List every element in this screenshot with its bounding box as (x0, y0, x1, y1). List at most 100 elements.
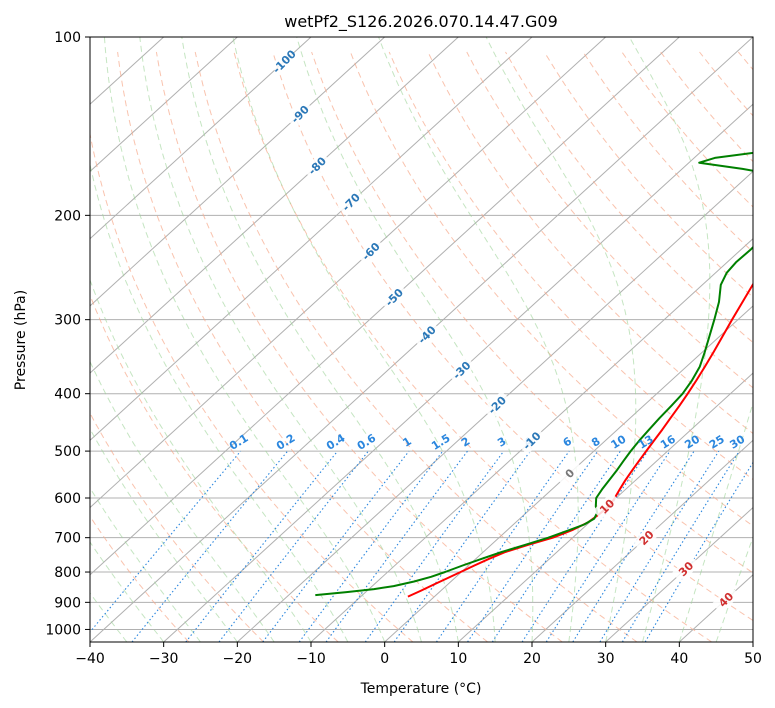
x-tick-label: −20 (223, 651, 253, 667)
plot-frame (89, 36, 754, 643)
y-tick-label: 500 (54, 444, 81, 460)
y-tick-label: 1000 (45, 622, 81, 638)
x-tick-label: 20 (523, 651, 541, 667)
dry-adiabat-line (90, 131, 414, 642)
isotherm-line (163, 103, 753, 642)
moist-adiabat-line (90, 360, 275, 642)
dry-adiabat-line (233, 51, 712, 642)
mixing-ratio-line (364, 450, 505, 642)
x-tick-label: 0 (380, 651, 389, 667)
isotherm-label-background (269, 47, 299, 76)
dry-adiabat-line (272, 51, 753, 622)
moist-adiabat-line (90, 427, 238, 642)
mixing-ratio-line (545, 450, 671, 642)
moist-adiabat-line (485, 37, 637, 642)
x-tick-label: 50 (744, 651, 762, 667)
isotherm-label-background (412, 320, 441, 349)
isotherm-label-background (482, 390, 512, 420)
dry-adiabat-line (117, 51, 488, 642)
isotherm-label-background (555, 459, 584, 488)
dry-adiabat-line (155, 51, 563, 642)
isotherm-label-background (285, 100, 315, 129)
dry-adiabat-line (388, 51, 753, 481)
isotherm-label-background (447, 355, 476, 385)
y-tick-label: 700 (54, 531, 81, 547)
mixing-ratio-line (393, 450, 531, 642)
y-tick-label: 900 (54, 595, 81, 611)
isotherm-line (605, 506, 753, 642)
y-axis-label: Pressure (hPa) (13, 290, 29, 390)
mixing-ratio-line (298, 450, 444, 642)
moist-adiabat-line (139, 37, 422, 642)
dry-adiabat-line (311, 51, 753, 574)
mixing-ratio-line (467, 450, 599, 642)
isotherm-line (90, 37, 680, 576)
isotherm-line (457, 372, 753, 642)
isotherm-label-background (632, 523, 661, 552)
mixing-ratio-line (572, 450, 695, 642)
mixing-ratio-line (325, 450, 468, 642)
dry-adiabat-line (505, 51, 753, 344)
x-tick-label: 30 (597, 651, 615, 667)
moist-adiabat-line (181, 37, 459, 642)
isotherm-label-background (592, 492, 622, 521)
x-tick-label: −10 (296, 651, 326, 667)
moist-adiabat-line (90, 486, 201, 642)
dry-adiabat-line (194, 51, 638, 642)
moist-adiabat-line (678, 401, 753, 642)
y-tick-label: 600 (54, 491, 81, 507)
plot-series (315, 151, 753, 598)
isotherm-line (236, 170, 753, 642)
x-tick-label: −40 (75, 651, 105, 667)
y-tick-label: 800 (54, 565, 81, 581)
dry-adiabat-line (349, 51, 753, 527)
x-tick-label: 10 (449, 651, 467, 667)
isotherm-label-background (379, 283, 409, 312)
mixing-ratio-line (621, 450, 740, 642)
moist-adiabat-line (90, 541, 165, 642)
mixing-ratio-line (185, 450, 339, 642)
x-tick-label: 40 (670, 651, 688, 667)
moist-adiabat-line (296, 37, 534, 642)
mixing-ratio-line (90, 450, 242, 633)
x-tick-label: −30 (149, 651, 179, 667)
y-tick-label: 400 (54, 387, 81, 403)
mixing-ratio-line (262, 450, 410, 642)
y-tick-label: 300 (54, 313, 81, 329)
isotherm-label-background (711, 585, 741, 614)
isotherm-label-background (336, 187, 366, 217)
dry-adiabat-line (90, 515, 190, 642)
isotherm-line (90, 37, 386, 307)
mixing-ratio-line (521, 450, 649, 642)
plot-background-lines (90, 37, 753, 642)
moist-adiabat-line (628, 37, 711, 642)
moist-adiabat-line (378, 37, 579, 642)
moist-adiabat-line (103, 37, 386, 642)
isotherm-line (90, 37, 459, 374)
isotherm-line (90, 37, 238, 173)
isotherm-line (90, 37, 312, 240)
dry-adiabat-line (543, 51, 753, 298)
dry-adiabat-line (90, 412, 264, 642)
chart-title: wetPf2_S126.2026.070.14.47.G09 (284, 12, 558, 32)
dry-adiabat-line (427, 51, 753, 435)
isotherm-line (310, 237, 753, 642)
isotherm-label-background (302, 151, 332, 180)
x-axis-label: Temperature (°C) (360, 681, 482, 697)
isotherm-label-background (517, 426, 546, 455)
isotherm-line (90, 37, 533, 442)
dewpoint-profile-line (315, 151, 753, 597)
moist-adiabat-line (90, 278, 312, 642)
mixing-ratio-line (435, 450, 570, 642)
mixing-ratio-line (491, 450, 621, 642)
y-tick-label: 100 (54, 30, 81, 46)
moist-adiabat-line (232, 37, 496, 642)
mixing-ratio-line (131, 450, 289, 642)
isotherm-label-background (671, 554, 701, 583)
axes: −40 −30 −20 −10 0 10 20 30 40 50 100 200 300 400 500 60… (45, 30, 762, 667)
isotherm-line (90, 37, 607, 509)
isotherm-label-background (356, 237, 385, 266)
moist-adiabat-line (90, 592, 128, 642)
isotherm-line (384, 305, 753, 642)
